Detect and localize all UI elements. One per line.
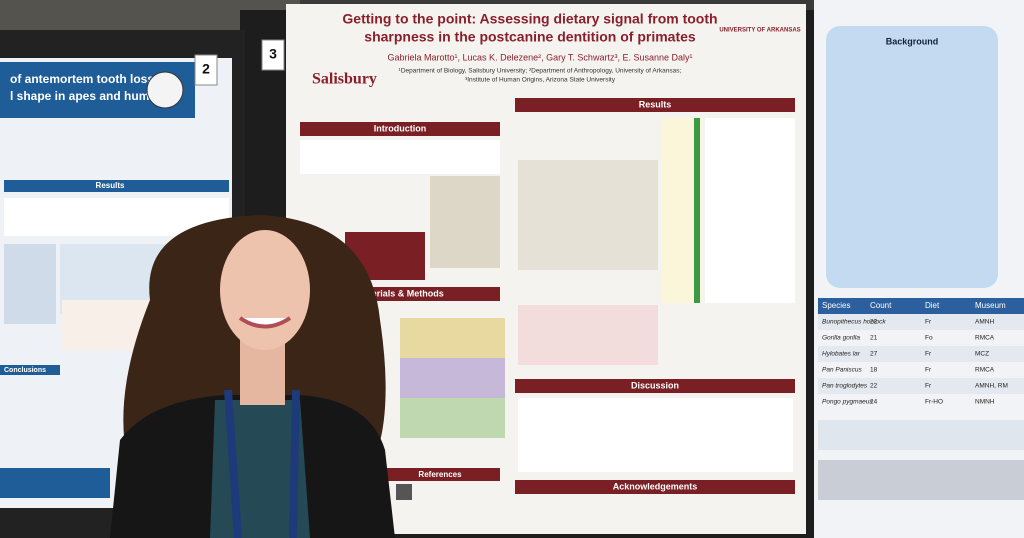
- table-cell: NMNH: [975, 399, 995, 406]
- table-cell: 22: [870, 383, 878, 390]
- section-title: Discussion: [631, 380, 679, 390]
- section-title: Background: [886, 36, 939, 46]
- table-cell: Bunopithecus hoolock: [822, 319, 886, 326]
- table-cell: AMNH: [975, 319, 994, 326]
- qr-code: [396, 484, 412, 500]
- logo: UNIVERSITY OF ARKANSAS: [719, 28, 800, 34]
- affiliation: ³Institute of Human Origins, Arizona Sta…: [465, 77, 616, 84]
- smile: [238, 316, 292, 329]
- text-block: [518, 398, 793, 472]
- table-cell: Pan Paniscus: [822, 367, 862, 374]
- figure: [705, 118, 795, 303]
- table-cell: MCZ: [975, 351, 989, 358]
- poster-title: Getting to the point: Assessing dietary …: [342, 11, 717, 27]
- table-cell: RMCA: [975, 335, 995, 342]
- table-header: [818, 298, 1024, 314]
- section-header: [515, 480, 795, 494]
- table-cell: 21: [870, 335, 878, 342]
- table-cell: 27: [870, 351, 878, 358]
- face: [220, 230, 310, 350]
- figure: [518, 160, 658, 270]
- footer-band: [0, 468, 110, 498]
- section-title: Conclusions: [4, 367, 46, 374]
- text-block: [818, 460, 1024, 500]
- table-cell: Fr: [925, 367, 932, 374]
- poster-title: l shape in apes and humans: [10, 89, 170, 103]
- center-poster: 3 Salisbury UNIVERSITY OF ARKANSAS Getti…: [261, 4, 806, 534]
- person: [110, 215, 395, 538]
- table-row: [818, 314, 1024, 330]
- section-header: [0, 365, 60, 375]
- table-row: [818, 346, 1024, 362]
- section-header: [4, 180, 229, 192]
- table-cell: Fr-HO: [925, 399, 943, 406]
- number-tag: [261, 39, 285, 71]
- section-header: [300, 122, 500, 136]
- authors: Gabriela Marotto¹, Lucas K. Delezene², G…: [388, 52, 693, 62]
- logo: [146, 71, 184, 109]
- table-cell: 22: [870, 319, 878, 326]
- table-cell: AMNH, RM: [975, 383, 1008, 390]
- table-header-cell: Species: [822, 301, 850, 310]
- section-title: Introduction: [374, 123, 427, 133]
- table-cell: Fr: [925, 351, 932, 358]
- table-row: [818, 378, 1024, 394]
- phylogeny: [400, 398, 505, 438]
- poster-title: of antemortem tooth loss on: [10, 72, 172, 86]
- phylogeny: [400, 358, 505, 398]
- figure: [430, 176, 500, 268]
- poster-title: sharpness in the postcanine dentition of…: [364, 29, 696, 45]
- table-cell: Gorilla gorilla: [822, 335, 860, 342]
- lanyard: [289, 389, 300, 538]
- section-header: [515, 98, 795, 112]
- table-cell: 18: [870, 367, 878, 374]
- number-tag-text: 2: [202, 61, 210, 77]
- table-cell: Pongo pygmaeus: [822, 399, 873, 406]
- table: [518, 305, 658, 365]
- table-header-cell: Count: [870, 301, 892, 310]
- number-tag-text: 3: [269, 46, 277, 62]
- section-header: [515, 379, 795, 393]
- section-title: Results: [639, 99, 672, 109]
- table-header-cell: Museum: [975, 301, 1006, 310]
- lanyard: [224, 389, 242, 538]
- table-cell: Fo: [925, 335, 933, 342]
- table-cell: Hylobates lar: [822, 351, 861, 358]
- section-title: References: [418, 470, 462, 479]
- table-cell: Pan troglodytes: [822, 383, 868, 390]
- table-cell: Fr: [925, 319, 932, 326]
- table-header-cell: Diet: [925, 301, 940, 310]
- number-tag: [194, 54, 218, 86]
- section-title: Acknowledgements: [613, 481, 698, 491]
- section-title: Materials & Methods: [356, 288, 444, 298]
- section-header: [380, 468, 500, 481]
- background-box: [826, 26, 998, 288]
- table-cell: Fr: [925, 383, 932, 390]
- table-cell: RMCA: [975, 367, 995, 374]
- text-block: [300, 140, 500, 174]
- table: [4, 244, 56, 324]
- figure-bar: [694, 118, 700, 303]
- section-title: Results: [96, 181, 125, 190]
- logo: Salisbury: [312, 71, 377, 88]
- affiliation: ¹Department of Biology, Salisbury Univer…: [399, 68, 682, 75]
- text-block: [818, 420, 1024, 450]
- right-poster: Background Species Count Diet Museum Bunopit…: [814, 0, 1024, 538]
- table-cell: 24: [870, 399, 878, 406]
